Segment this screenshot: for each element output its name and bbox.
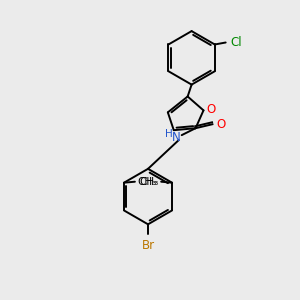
Text: O: O bbox=[216, 118, 226, 131]
Text: CH₃: CH₃ bbox=[140, 177, 159, 187]
Text: H: H bbox=[165, 129, 173, 139]
Text: Br: Br bbox=[142, 239, 154, 252]
Text: CH₃: CH₃ bbox=[137, 177, 156, 187]
Text: N: N bbox=[171, 130, 180, 144]
Text: O: O bbox=[206, 103, 216, 116]
Text: Cl: Cl bbox=[231, 36, 242, 49]
